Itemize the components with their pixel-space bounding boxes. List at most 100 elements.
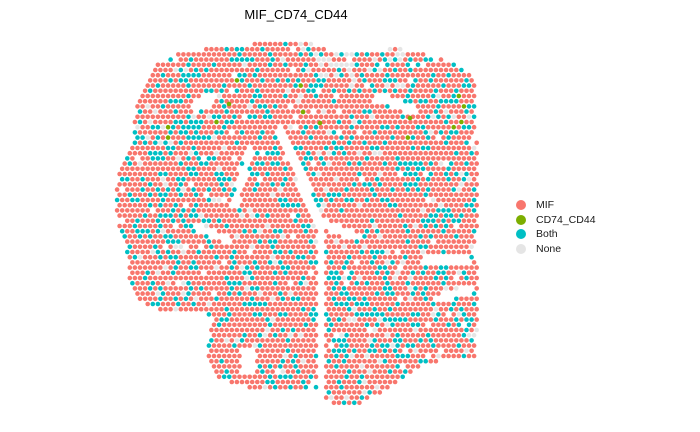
spot-mif: [278, 208, 283, 213]
spot-mif: [443, 88, 449, 94]
spot-mif: [244, 234, 250, 239]
spot-mif: [441, 332, 446, 338]
spot-mif: [390, 156, 395, 161]
spot-mif: [168, 275, 173, 281]
spot-both: [339, 343, 344, 348]
spot-mif: [405, 218, 411, 224]
spot-mif: [267, 291, 273, 296]
spot-mif: [357, 286, 362, 291]
spot-mif: [196, 145, 201, 151]
spot-mif: [413, 98, 418, 104]
spot-mif: [425, 72, 431, 78]
spot-both: [364, 228, 370, 234]
spot-mif: [334, 260, 339, 265]
spot-mif: [204, 286, 209, 291]
spot-mif: [400, 208, 406, 213]
spot-mif: [188, 161, 194, 166]
spot-both: [272, 135, 278, 140]
spot-mif: [400, 145, 406, 151]
spot-cd74-cd44: [459, 119, 464, 125]
spot-mif: [272, 364, 278, 369]
spot-mif: [295, 150, 301, 156]
spot-mif: [262, 41, 268, 47]
spot-both: [331, 192, 337, 198]
spot-mif: [362, 338, 367, 343]
spot-mif: [377, 286, 383, 291]
spot-mif: [420, 312, 426, 317]
spot-both: [364, 301, 370, 307]
spot-none: [362, 379, 367, 385]
spot-mif: [196, 187, 201, 192]
spot-mif: [387, 150, 393, 156]
spot-mif: [313, 62, 319, 68]
spot-mif: [298, 114, 304, 120]
spot-both: [385, 197, 390, 203]
spot-both: [364, 322, 370, 328]
spot-mif: [448, 244, 454, 250]
spot-mif: [160, 166, 166, 172]
spot-mif: [326, 244, 332, 250]
spot-mif: [339, 197, 344, 203]
spot-mif: [170, 135, 176, 140]
spot-mif: [405, 291, 411, 296]
spot-both: [408, 171, 413, 177]
spot-mif: [257, 270, 263, 276]
spot-mif: [349, 343, 355, 348]
spot-both: [372, 130, 378, 135]
spot-mif: [405, 72, 411, 78]
spot-mif: [448, 338, 454, 343]
spot-mif: [290, 369, 296, 374]
spot-both: [369, 187, 375, 192]
spot-mif: [147, 296, 153, 302]
spot-both: [349, 270, 355, 276]
spot-mif: [466, 156, 472, 161]
spot-mif: [372, 317, 378, 322]
spot-mif: [313, 145, 319, 151]
spot-both: [380, 52, 385, 57]
spot-mif: [454, 244, 459, 250]
spot-both: [232, 280, 237, 286]
spot-mif: [451, 176, 457, 182]
spot-mif: [272, 353, 278, 359]
spot-none: [459, 171, 464, 177]
spot-none: [293, 176, 298, 182]
spot-mif: [145, 280, 150, 286]
spot-mif: [372, 296, 378, 302]
spot-mif: [186, 145, 191, 151]
spot-mif: [466, 228, 472, 234]
spot-mif: [232, 166, 237, 172]
spot-both: [387, 317, 393, 322]
spot-mif: [433, 150, 439, 156]
spot-none: [377, 150, 383, 156]
spot-mif: [196, 176, 201, 182]
spot-mif: [334, 156, 339, 161]
spot-mif: [298, 156, 304, 161]
spot-mif: [397, 244, 403, 250]
spot-mif: [165, 156, 171, 161]
spot-mif: [204, 140, 209, 146]
spot-mif: [214, 57, 219, 62]
spot-mif: [313, 166, 319, 172]
spot-mif: [364, 395, 370, 400]
spot-mif: [176, 228, 181, 234]
spot-mif: [392, 379, 398, 385]
spot-mif: [415, 72, 421, 78]
spot-mif: [254, 140, 260, 146]
spot-mif: [352, 213, 357, 218]
spot-mif: [247, 72, 252, 78]
spot-mif: [214, 306, 219, 312]
spot-both: [464, 171, 469, 177]
spot-both: [209, 244, 214, 250]
spot-both: [331, 296, 337, 302]
spot-both: [466, 83, 472, 88]
spot-mif: [354, 197, 360, 203]
spot-mif: [285, 67, 291, 73]
spot-mif: [147, 244, 153, 250]
spot-mif: [209, 130, 214, 135]
spot-mif: [359, 114, 365, 120]
spot-mif: [252, 145, 258, 151]
spot-mif: [336, 306, 342, 312]
spot-mif: [247, 218, 252, 224]
spot-none: [357, 202, 362, 208]
spot-mif: [254, 379, 260, 385]
